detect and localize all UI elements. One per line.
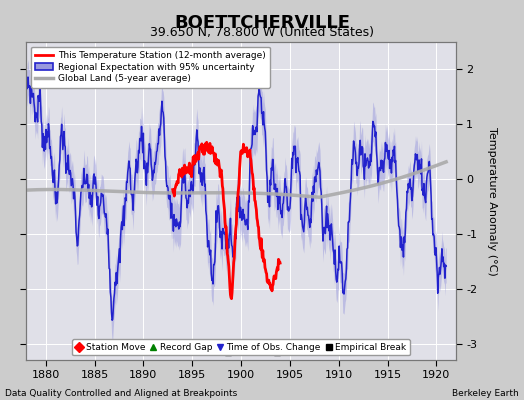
Text: BOETTCHERVILLE: BOETTCHERVILLE (174, 14, 350, 32)
Text: 39.650 N, 78.800 W (United States): 39.650 N, 78.800 W (United States) (150, 26, 374, 39)
Legend: Station Move, Record Gap, Time of Obs. Change, Empirical Break: Station Move, Record Gap, Time of Obs. C… (72, 339, 410, 356)
Text: Data Quality Controlled and Aligned at Breakpoints: Data Quality Controlled and Aligned at B… (5, 389, 237, 398)
Y-axis label: Temperature Anomaly (°C): Temperature Anomaly (°C) (487, 127, 497, 275)
Text: Berkeley Earth: Berkeley Earth (452, 389, 519, 398)
